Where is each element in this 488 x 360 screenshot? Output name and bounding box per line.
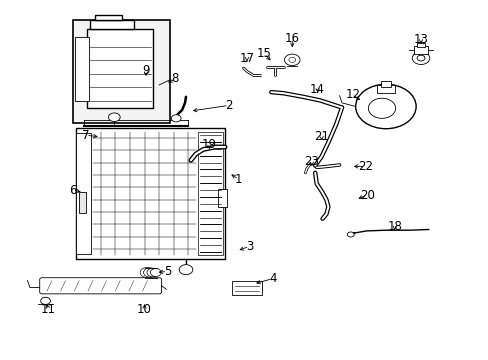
- Text: 15: 15: [256, 47, 271, 60]
- Bar: [90, 21, 134, 30]
- Bar: [73, 21, 170, 123]
- Bar: [95, 15, 122, 21]
- Circle shape: [150, 269, 161, 276]
- Text: 13: 13: [413, 33, 427, 46]
- Text: 23: 23: [304, 155, 319, 168]
- Circle shape: [284, 54, 300, 66]
- Bar: [75, 37, 89, 101]
- Text: 7: 7: [82, 129, 90, 142]
- Bar: [76, 134, 91, 253]
- FancyBboxPatch shape: [40, 278, 161, 294]
- Text: 19: 19: [202, 138, 217, 150]
- Text: 9: 9: [142, 64, 149, 77]
- Circle shape: [171, 115, 181, 122]
- Text: 21: 21: [313, 130, 328, 143]
- Circle shape: [140, 267, 154, 278]
- Circle shape: [346, 232, 353, 237]
- Text: 12: 12: [345, 88, 360, 101]
- Text: 6: 6: [69, 184, 77, 197]
- Text: 11: 11: [41, 303, 56, 316]
- Text: 2: 2: [224, 99, 232, 112]
- Bar: [217, 189, 227, 207]
- Bar: [76, 128, 224, 259]
- Text: 22: 22: [357, 160, 372, 173]
- Circle shape: [416, 55, 424, 61]
- Text: 17: 17: [239, 52, 254, 65]
- Circle shape: [108, 113, 120, 122]
- Bar: [232, 281, 261, 295]
- Bar: [376, 85, 394, 93]
- Bar: [87, 30, 153, 108]
- Bar: [79, 192, 86, 213]
- Circle shape: [355, 84, 415, 129]
- Text: 16: 16: [284, 32, 299, 45]
- Circle shape: [179, 265, 192, 275]
- Circle shape: [143, 268, 156, 277]
- Circle shape: [147, 268, 158, 277]
- Text: 10: 10: [137, 303, 152, 316]
- Bar: [416, 43, 424, 47]
- Bar: [380, 81, 390, 87]
- Bar: [413, 46, 427, 54]
- Text: 4: 4: [268, 272, 276, 285]
- Text: 8: 8: [171, 72, 179, 85]
- Text: 14: 14: [309, 83, 325, 96]
- Circle shape: [41, 297, 50, 305]
- Bar: [198, 132, 222, 255]
- Text: 3: 3: [245, 240, 253, 253]
- Circle shape: [367, 98, 395, 118]
- Text: 5: 5: [163, 265, 171, 278]
- Text: 1: 1: [234, 173, 242, 186]
- Text: 18: 18: [386, 220, 401, 233]
- Circle shape: [288, 57, 295, 62]
- Text: 20: 20: [359, 189, 374, 202]
- Circle shape: [411, 51, 429, 64]
